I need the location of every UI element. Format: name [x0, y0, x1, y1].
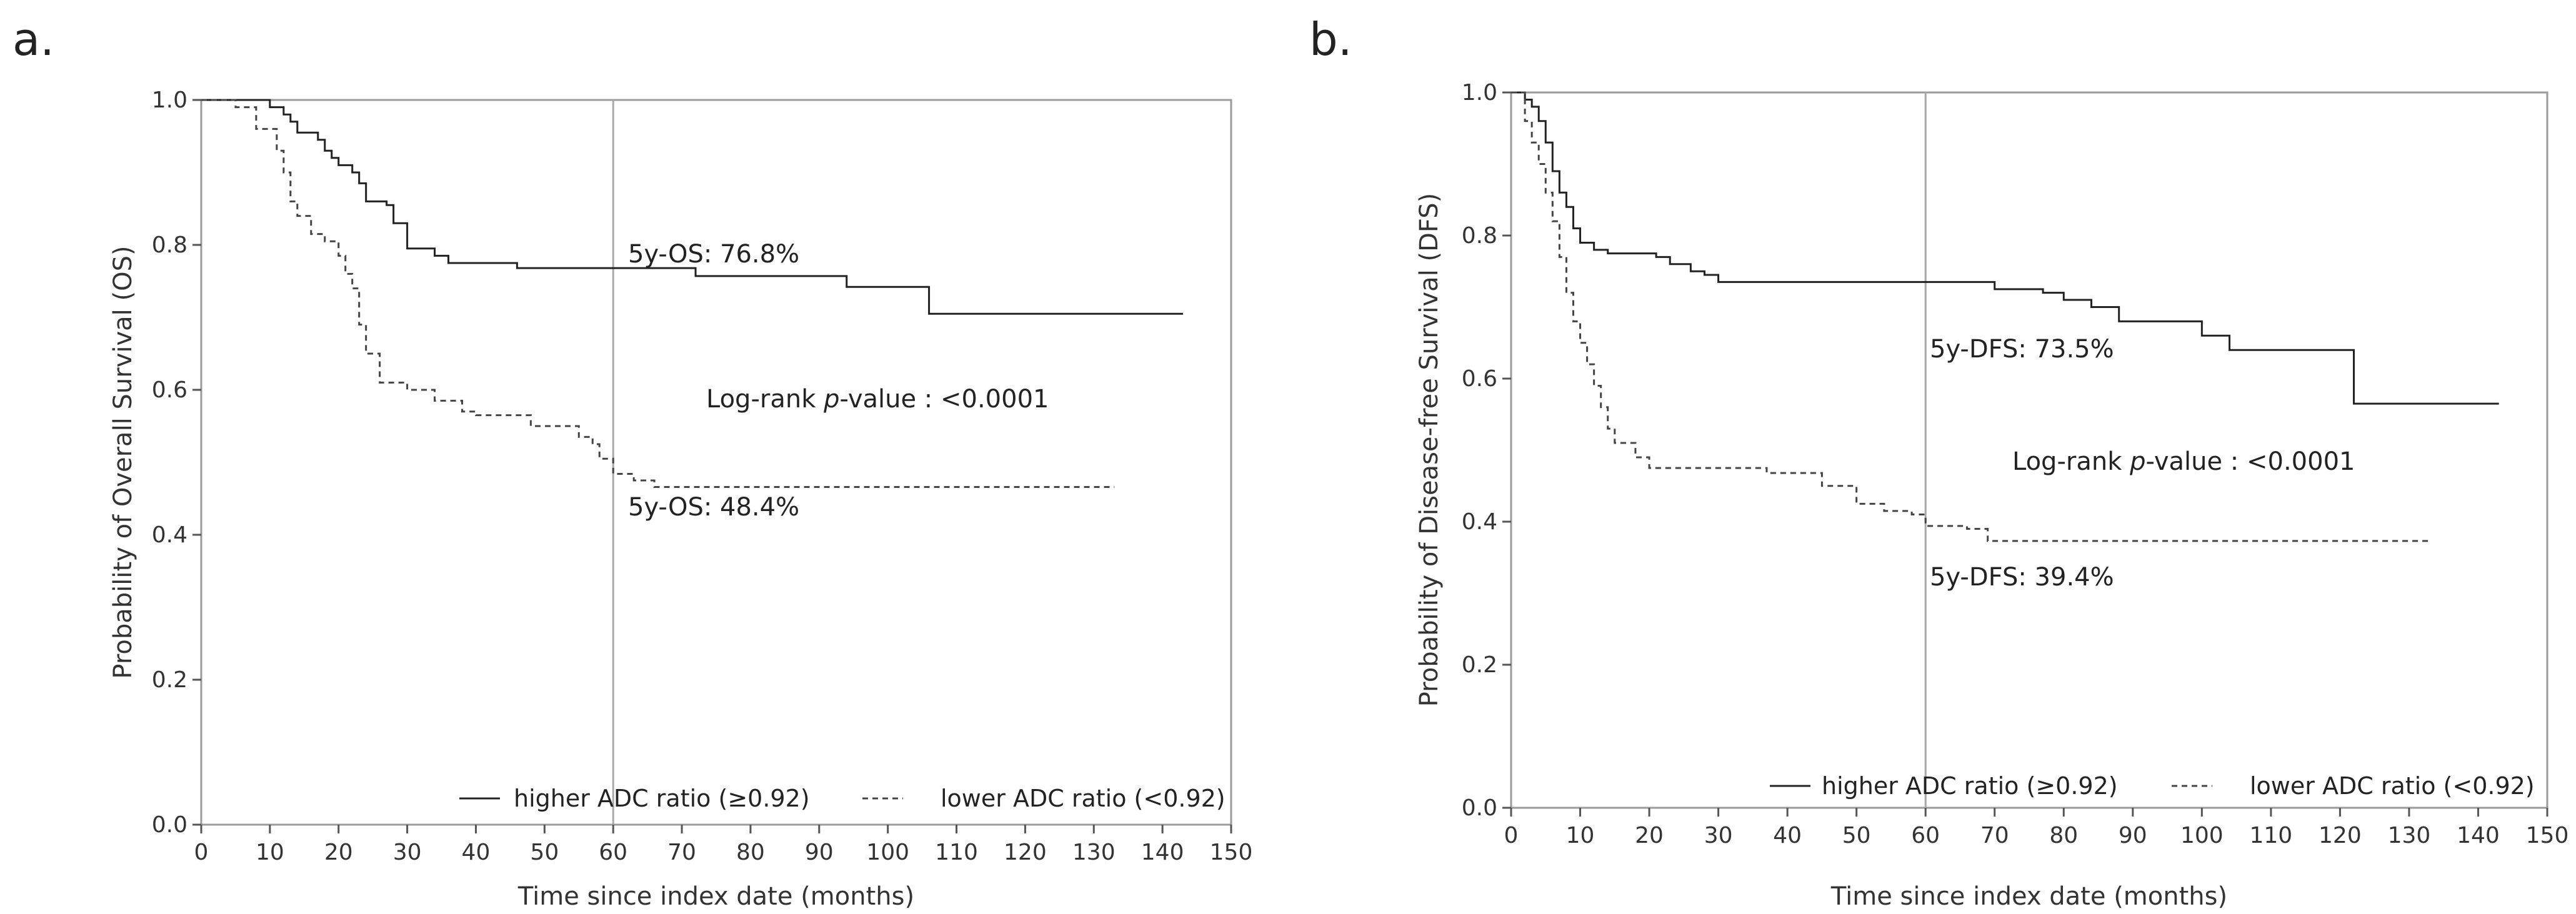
panel-b-logrank-p-italic: p	[2129, 447, 2145, 476]
panel-b-x-axis-title: Time since index date (months)	[1830, 882, 2227, 911]
panel-b-x-tick-label: 100	[2180, 823, 2224, 848]
panel-b-y-axis-title: Probability of Disease-free Survival (DF…	[1415, 193, 1444, 707]
panel-a-x-tick-label: 40	[462, 840, 491, 865]
panel-b-x-tick-label: 40	[1773, 823, 1802, 848]
panel-b-x-tick-label: 140	[2457, 823, 2500, 848]
panel-b-y-tick-label: 1.0	[1462, 80, 1497, 106]
panel-b-disease-free-survival: b. 0.0 0.2 0.4 0.6 0.8 1.0 0 10 20 30 40 50 60 70 80 9…	[1309, 13, 2569, 911]
panel-a-logrank-pvalue: Log-rank p-value : <0.0001	[706, 385, 1049, 414]
panel-b-x-tick-label: 80	[2049, 823, 2078, 848]
panel-a-y-tick-label: 0.2	[152, 667, 187, 693]
panel-a-x-ticks: 0 10 20 30 40 50 60 70 80 90 100 110 120 130 140 150	[194, 825, 1253, 865]
panel-b-5y-dfs-high-label: 5y-DFS: 73.5%	[1930, 335, 2114, 364]
panel-a-5y-os-high-label: 5y-OS: 76.8%	[628, 240, 799, 269]
panel-b-y-tick-label: 0.6	[1462, 366, 1497, 392]
panel-b-x-tick-label: 130	[2388, 823, 2431, 848]
panel-b-x-tick-label: 150	[2526, 823, 2569, 848]
panel-a-logrank-prefix: Log-rank	[706, 385, 816, 414]
panel-b-y-tick-label: 0.4	[1462, 509, 1497, 535]
panel-b-x-ticks: 0 10 20 30 40 50 60 70 80 90 100 110 120 130 140 150	[1504, 808, 2569, 848]
panel-a-legend-high: higher ADC ratio (≥0.92)	[514, 785, 810, 812]
panel-a-x-tick-label: 70	[667, 840, 696, 865]
panel-b-legend-low: lower ADC ratio (<0.92)	[2250, 772, 2535, 800]
panel-a-x-tick-label: 80	[736, 840, 765, 865]
panel-b-x-tick-label: 30	[1704, 823, 1733, 848]
panel-b-logrank-suffix: -value : <0.0001	[2145, 447, 2355, 476]
panel-a-x-tick-label: 150	[1210, 840, 1253, 865]
panel-b-x-tick-label: 0	[1504, 823, 1519, 848]
panel-a-x-tick-label: 30	[393, 840, 422, 865]
panel-b-x-tick-label: 10	[1566, 823, 1595, 848]
panel-b-curve-higher-adc	[1511, 91, 2499, 405]
panel-a-y-tick-label: 0.8	[152, 232, 187, 258]
panel-b-y-tick-label: 0.2	[1462, 652, 1497, 678]
panel-b-y-tick-label: 0.0	[1462, 795, 1497, 821]
panel-a-x-tick-label: 100	[866, 840, 909, 865]
panel-a-y-tick-label: 1.0	[152, 87, 187, 113]
panel-a-x-tick-label: 20	[324, 840, 353, 865]
panel-a-x-axis-title: Time since index date (months)	[517, 882, 914, 911]
panel-a-curve-higher-adc	[201, 99, 1184, 315]
panel-a-y-ticks: 0.0 0.2 0.4 0.6 0.8 1.0	[152, 87, 201, 838]
panel-b-x-tick-label: 50	[1842, 823, 1871, 848]
panel-a-logrank-p-italic: p	[823, 385, 839, 414]
panel-a-x-tick-label: 130	[1072, 840, 1116, 865]
panel-a-overall-survival: a. 0.0 0.2 0.4 0.6 0.8 1.0 0 10 20 30 40 50 60 70 80 9…	[12, 13, 1252, 911]
panel-a-label: a.	[12, 13, 54, 66]
panel-b-5y-dfs-low-label: 5y-DFS: 39.4%	[1930, 563, 2114, 592]
panel-a-y-tick-label: 0.4	[152, 522, 187, 548]
panel-a-logrank-suffix: -value : <0.0001	[839, 385, 1049, 414]
panel-b-logrank-pvalue: Log-rank p-value : <0.0001	[2012, 447, 2355, 476]
panel-b-plot-frame	[1510, 91, 2549, 809]
panel-b-x-tick-label: 70	[1980, 823, 2009, 848]
panel-b-x-tick-label: 20	[1635, 823, 1664, 848]
panel-a-x-tick-label: 50	[530, 840, 559, 865]
panel-b-x-tick-label: 90	[2119, 823, 2147, 848]
panel-a-5y-os-low-label: 5y-OS: 48.4%	[628, 493, 799, 522]
panel-b-logrank-prefix: Log-rank	[2012, 447, 2122, 476]
panel-a-y-axis-title: Probability of Overall Survival (OS)	[109, 246, 137, 678]
panel-b-y-ticks: 0.0 0.2 0.4 0.6 0.8 1.0	[1462, 80, 1511, 821]
panel-b-x-tick-label: 120	[2319, 823, 2362, 848]
panel-b-label: b.	[1309, 13, 1352, 66]
panel-b-legend-high: higher ADC ratio (≥0.92)	[1822, 772, 2118, 800]
panel-a-x-tick-label: 90	[805, 840, 834, 865]
panel-b-y-tick-label: 0.8	[1462, 223, 1497, 249]
panel-a-x-tick-label: 120	[1004, 840, 1047, 865]
panel-a-y-tick-label: 0.6	[152, 377, 187, 403]
panel-a-legend: higher ADC ratio (≥0.92) lower ADC ratio…	[459, 785, 1226, 812]
panel-a-x-tick-label: 0	[194, 840, 209, 865]
panel-a-x-tick-label: 10	[256, 840, 284, 865]
panel-a-legend-low: lower ADC ratio (<0.92)	[941, 785, 1226, 812]
panel-a-survival-curves	[201, 99, 1184, 488]
panel-b-curve-lower-adc	[1511, 91, 2430, 542]
panel-a-y-tick-label: 0.0	[152, 812, 187, 838]
panel-a-curve-lower-adc	[201, 99, 1115, 488]
panel-a-x-tick-label: 60	[599, 840, 627, 865]
panel-b-x-tick-label: 60	[1911, 823, 1940, 848]
panel-b-x-tick-label: 110	[2250, 823, 2293, 848]
panel-b-legend: higher ADC ratio (≥0.92) lower ADC ratio…	[1770, 772, 2535, 800]
panel-a-x-tick-label: 140	[1141, 840, 1184, 865]
panel-a-plot-frame	[200, 99, 1232, 826]
panel-a-x-tick-label: 110	[935, 840, 978, 865]
panel-b-survival-curves	[1511, 91, 2499, 542]
